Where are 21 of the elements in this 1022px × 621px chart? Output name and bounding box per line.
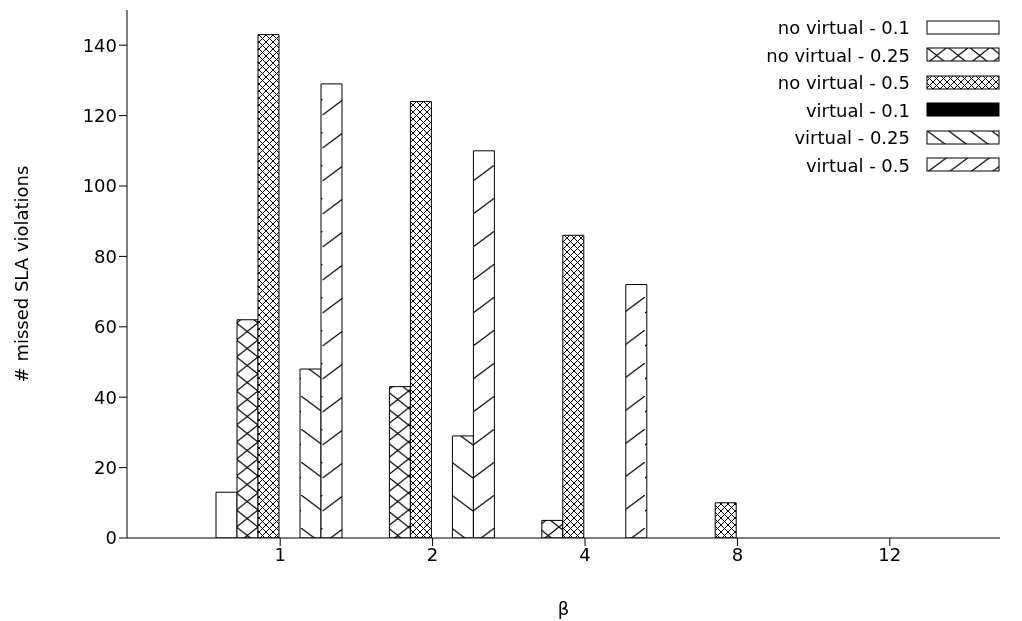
legend-label: no virtual - 0.5 xyxy=(777,72,910,94)
x-tick-label: 12 xyxy=(878,543,902,565)
x-tick-label: 8 xyxy=(731,543,744,565)
y-tick-label: 140 xyxy=(82,34,117,56)
x-tick-label: 1 xyxy=(274,543,286,565)
legend-label: virtual - 0.25 xyxy=(794,127,910,149)
y-tick-label: 40 xyxy=(94,386,117,408)
y-tick-label: 60 xyxy=(94,316,117,338)
x-tick-label: 4 xyxy=(579,543,591,565)
y-tick-label: 0 xyxy=(105,527,117,549)
x-axis-title: β xyxy=(557,598,570,619)
y-tick-label: 20 xyxy=(94,456,117,478)
legend-label: virtual - 0.1 xyxy=(805,99,910,121)
x-tick-label: 2 xyxy=(426,543,439,565)
y-axis-title: # missed SLA violations xyxy=(11,165,33,383)
legend-label: no virtual - 0.25 xyxy=(766,44,910,66)
legend-label: no virtual - 0.1 xyxy=(777,17,910,39)
legend-label: virtual - 0.5 xyxy=(805,154,910,176)
y-tick-label: 120 xyxy=(82,104,117,126)
y-tick-label: 80 xyxy=(94,245,117,267)
y-tick-label: 100 xyxy=(82,175,117,197)
